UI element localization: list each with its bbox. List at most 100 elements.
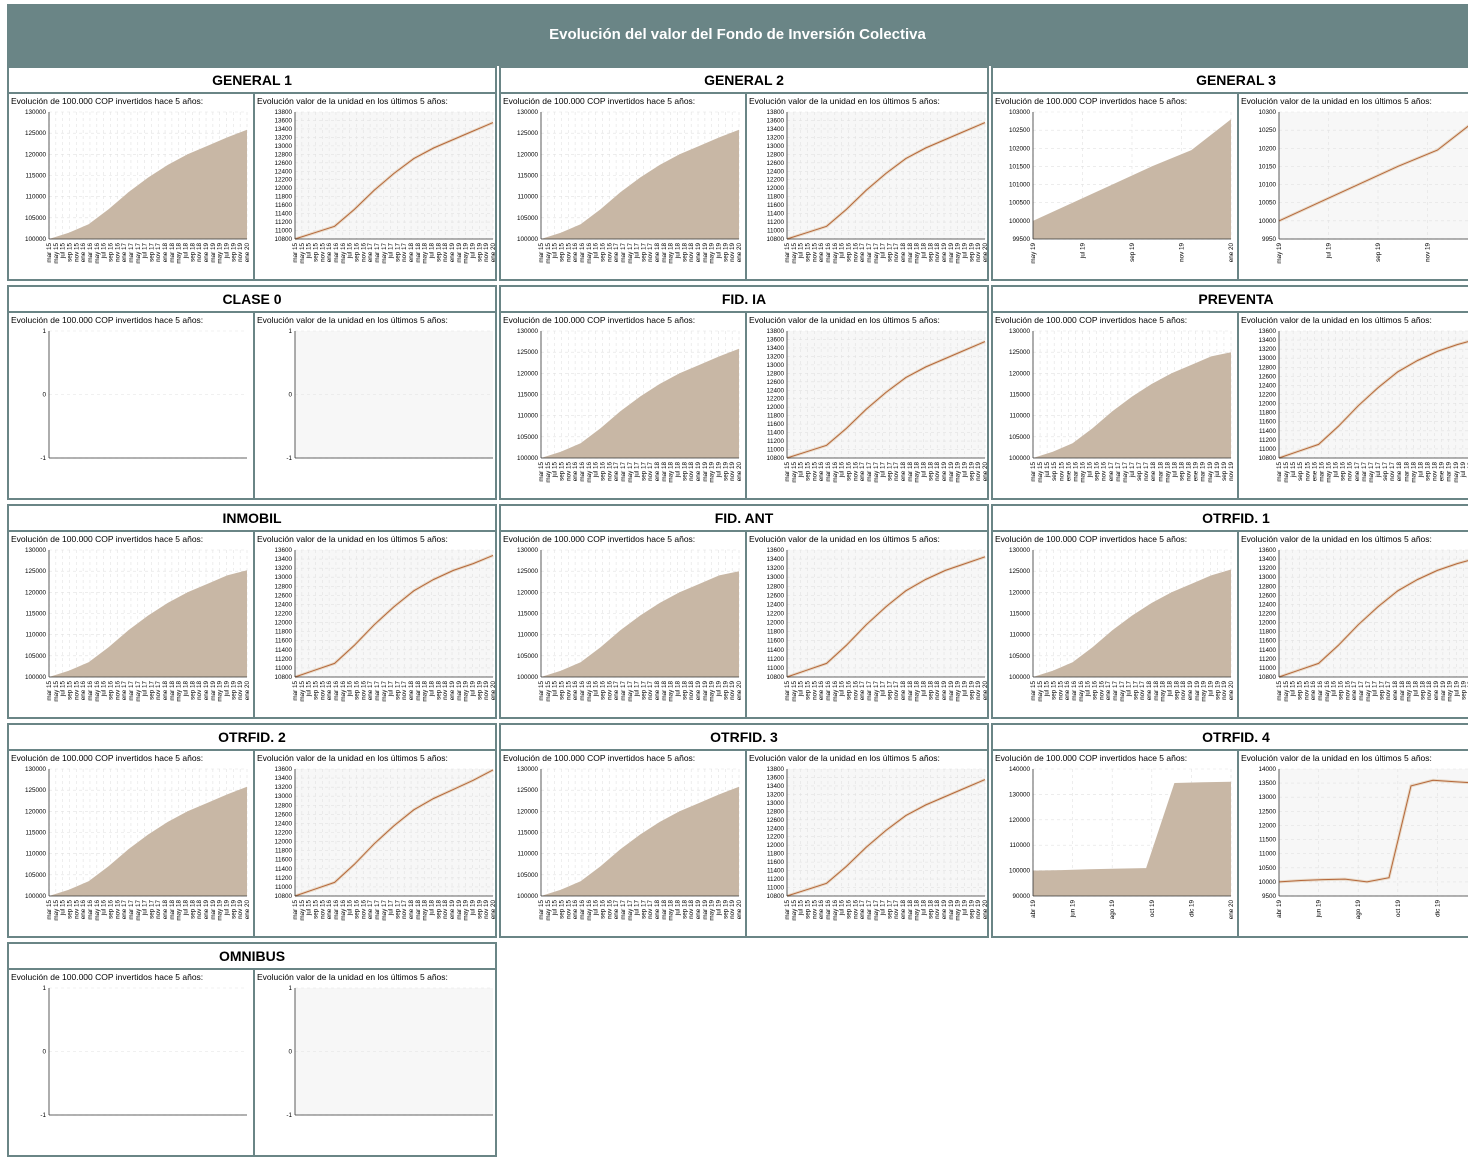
x-tick-label: may 19 bbox=[955, 243, 962, 264]
x-tick-label: mar 18 bbox=[169, 243, 176, 263]
x-tick-label: jul 15 bbox=[1044, 462, 1051, 479]
x-tick-label: sep 16 bbox=[107, 681, 114, 700]
x-tick-label: ene 17 bbox=[367, 900, 374, 920]
y-tick-label: 105000 bbox=[517, 215, 539, 222]
x-tick-label: mar 16 bbox=[825, 243, 832, 263]
y-tick-label: 11600 bbox=[767, 421, 785, 428]
x-tick-label: jul 16 bbox=[101, 681, 108, 698]
x-tick-label: ene 18 bbox=[162, 243, 169, 263]
x-tick-label: jul 17 bbox=[880, 462, 887, 479]
unit-value-panel: Evolución valor de la unidad en los últi… bbox=[747, 313, 987, 498]
x-tick-label: may 15 bbox=[791, 243, 798, 264]
y-tick-label: 11000 bbox=[1259, 665, 1277, 672]
left-chart-svg: 100000 105000 110000 115000 120000 125000 1300… bbox=[25, 109, 251, 264]
fund-card: CLASE 0 Evolución de 100.000 COP invertid… bbox=[7, 285, 497, 500]
x-tick-label: mar 17 bbox=[866, 900, 873, 920]
x-tick-label: may 18 bbox=[176, 900, 183, 921]
x-tick-label: nov 15 bbox=[319, 243, 326, 262]
x-tick-label: mar 17 bbox=[620, 243, 627, 263]
x-tick-label: jul 19 bbox=[962, 681, 969, 698]
x-tick-label: ene 16 bbox=[80, 900, 87, 920]
x-tick-label: ene 17 bbox=[1354, 462, 1361, 482]
fund-title: CLASE 0 bbox=[9, 287, 495, 313]
series-area bbox=[541, 348, 739, 458]
panel-title: Evolución valor de la unidad en los últi… bbox=[257, 96, 448, 106]
y-tick-label: 125000 bbox=[1009, 349, 1031, 356]
x-tick-label: nov 16 bbox=[1344, 681, 1351, 700]
investment-evolution-panel: Evolución de 100.000 COP invertidos hace… bbox=[501, 532, 747, 717]
y-tick-label: 13000 bbox=[274, 574, 292, 581]
y-tick-label: 11400 bbox=[275, 211, 293, 218]
y-tick-label: 110000 bbox=[1009, 842, 1030, 849]
x-tick-label: may 16 bbox=[832, 462, 839, 483]
x-tick-label: sep 17 bbox=[1378, 681, 1385, 700]
x-tick-label: mar 16 bbox=[333, 243, 340, 263]
x-tick-label: nov 18 bbox=[934, 681, 941, 700]
x-tick-label: sep 15 bbox=[66, 681, 73, 700]
x-tick-label: mar 18 bbox=[169, 900, 176, 920]
y-tick-label: 13600 bbox=[274, 766, 292, 773]
x-tick-label: ene 19 bbox=[1439, 462, 1446, 482]
x-tick-label: nov 18 bbox=[196, 681, 203, 700]
y-tick-label: 100000 bbox=[517, 893, 539, 900]
x-tick-label: nov 19 bbox=[975, 243, 982, 262]
x-tick-label: ago 19 bbox=[1355, 900, 1362, 920]
x-tick-label: ene 18 bbox=[654, 243, 661, 263]
x-tick-label: sep 18 bbox=[681, 243, 688, 262]
right-chart-svg: 10800 11000 11200 11400 11600 11800 12000 12200… bbox=[1258, 328, 1468, 483]
x-tick-label: ene 17 bbox=[367, 243, 374, 263]
right-chart-svg: 9950 10000 10050 10100 10150 10200 10250 10300 m… bbox=[1258, 109, 1468, 264]
x-tick-label: sep 19 bbox=[476, 243, 483, 262]
x-tick-label: may 17 bbox=[627, 900, 634, 921]
unit-value-panel: Evolución valor de la unidad en los últi… bbox=[255, 313, 495, 498]
y-tick-label: 11000 bbox=[1259, 851, 1277, 858]
y-tick-label: 13800 bbox=[274, 109, 292, 116]
y-tick-label: 13600 bbox=[766, 336, 784, 343]
x-tick-label: ene 19 bbox=[449, 243, 456, 263]
x-tick-label: sep 17 bbox=[394, 681, 401, 700]
y-tick-label: 11400 bbox=[767, 211, 785, 218]
x-tick-label: nov 16 bbox=[360, 681, 367, 700]
x-tick-label: may 17 bbox=[873, 243, 880, 264]
fund-title: OTRFID. 4 bbox=[993, 725, 1468, 751]
x-tick-label: jul 15 bbox=[60, 243, 67, 260]
x-tick-label: jul 15 bbox=[798, 900, 805, 917]
panel-title: Evolución valor de la unidad en los últi… bbox=[1241, 534, 1432, 544]
y-tick-label: 12600 bbox=[274, 160, 292, 167]
x-tick-label: may 16 bbox=[832, 681, 839, 702]
x-tick-label: nov 15 bbox=[565, 462, 572, 481]
y-tick-label: -1 bbox=[286, 455, 292, 462]
x-tick-label: sep 18 bbox=[927, 243, 934, 262]
x-tick-label: sep 16 bbox=[353, 243, 360, 262]
investment-evolution-panel: Evolución de 100.000 COP invertidos hace… bbox=[993, 94, 1239, 279]
x-tick-label: ene 20 bbox=[244, 900, 251, 920]
y-tick-label: 12000 bbox=[766, 620, 784, 627]
x-tick-label: jul 15 bbox=[306, 243, 313, 260]
y-tick-label: 90000 bbox=[1012, 893, 1030, 900]
y-tick-label: 110000 bbox=[517, 413, 538, 420]
y-tick-label: 11800 bbox=[1259, 629, 1277, 636]
x-tick-label: jul 16 bbox=[1333, 462, 1340, 479]
x-tick-label: may 15 bbox=[299, 681, 306, 702]
y-tick-label: 10800 bbox=[766, 893, 784, 900]
x-tick-label: nov 16 bbox=[1098, 681, 1105, 700]
x-tick-label: jul 16 bbox=[1085, 681, 1092, 698]
x-tick-label: mar 18 bbox=[1399, 681, 1406, 701]
y-tick-label: 12000 bbox=[1258, 822, 1276, 829]
y-tick-label: 10800 bbox=[1258, 455, 1276, 462]
x-tick-label: nov 19 bbox=[237, 900, 244, 919]
y-tick-label: 100000 bbox=[1009, 674, 1031, 681]
x-tick-label: jul 18 bbox=[675, 243, 682, 260]
fund-card: FID. ANT Evolución de 100.000 COP inverti… bbox=[499, 504, 989, 719]
x-tick-label: sep 19 bbox=[1221, 462, 1228, 481]
x-tick-label: mar 15 bbox=[1276, 462, 1283, 482]
x-tick-label: may 16 bbox=[94, 243, 101, 264]
x-tick-label: mar 18 bbox=[1157, 462, 1164, 482]
x-tick-label: may 15 bbox=[299, 243, 306, 264]
series-area bbox=[541, 129, 739, 239]
x-tick-label: nov 15 bbox=[73, 900, 80, 919]
x-tick-label: may 17 bbox=[381, 681, 388, 702]
x-tick-label: may 18 bbox=[914, 900, 921, 921]
y-tick-label: 13600 bbox=[766, 774, 784, 781]
x-tick-label: sep 17 bbox=[886, 900, 893, 919]
